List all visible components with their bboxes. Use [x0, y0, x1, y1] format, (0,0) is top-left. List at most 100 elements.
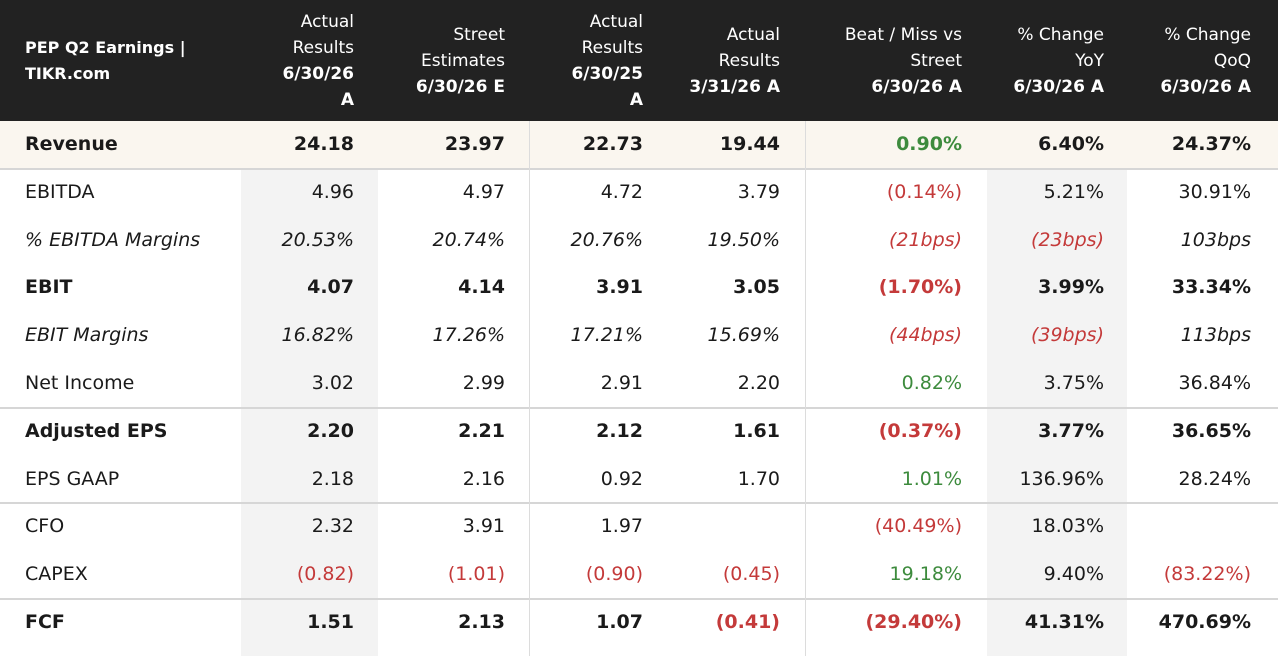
- table-cell: 5.21%: [1043, 180, 1104, 203]
- table-cell: 3.79: [737, 180, 780, 203]
- row-divider: [0, 502, 1278, 505]
- column-header: % Change QoQ 6/30/26 A: [1091, 0, 1251, 121]
- table-cell: (44bps): [888, 324, 962, 347]
- column-header-line: Actual: [726, 24, 780, 45]
- table-cell: (83.22%): [1163, 563, 1251, 586]
- table-header: PEP Q2 Earnings | TIKR.com Actual Results…: [0, 0, 1278, 121]
- table-row: Adjusted EPS 2.20 2.21 2.12 1.61 (0.37%) 3.77%…: [0, 408, 1278, 455]
- column-header-line: YoY: [1075, 50, 1104, 71]
- table-cell: (40.49%): [874, 515, 962, 538]
- table-cell: 470.69%: [1158, 611, 1251, 633]
- table-cell: 30.91%: [1178, 180, 1251, 203]
- table-cell: 113bps: [1180, 324, 1251, 347]
- table-cell: 20.76%: [570, 228, 643, 251]
- column-header: Beat / Miss vs Street 6/30/26 A: [802, 0, 962, 121]
- table-cell: 3.91: [462, 515, 505, 538]
- column-header: Actual Results 6/30/25 A: [483, 0, 643, 121]
- table-cell: 1.07: [596, 611, 643, 633]
- table-cell: 2.20: [737, 372, 780, 394]
- row-label: EBIT Margins: [25, 324, 149, 347]
- table-row: EPS GAAP 2.18 2.16 0.92 1.70 1.01% 136.96% 28.2…: [0, 456, 1278, 503]
- column-header-line: Results: [581, 37, 643, 58]
- table-cell: 2.18: [311, 467, 354, 490]
- table-cell: 19.44: [719, 133, 780, 155]
- table-cell: (0.14%): [886, 180, 962, 203]
- table-cell: (1.70%): [878, 276, 962, 299]
- column-divider: [529, 121, 530, 656]
- row-label: CAPEX: [25, 563, 88, 586]
- row-label: EBITDA: [25, 180, 95, 203]
- column-header: % Change YoY 6/30/26 A: [944, 0, 1104, 121]
- table-row: Revenue 24.18 23.97 22.73 19.44 0.90% 6.40% 24.…: [0, 121, 1278, 168]
- row-label: % EBITDA Margins: [25, 228, 201, 251]
- table-cell: 19.50%: [707, 228, 780, 251]
- column-header-line: Results: [718, 50, 780, 71]
- row-label: Revenue: [25, 133, 118, 155]
- table-cell: 2.99: [462, 372, 505, 394]
- table-cell: 1.01%: [901, 467, 962, 490]
- table-title: PEP Q2 Earnings | TIKR.com: [25, 0, 225, 121]
- column-header-line: Results: [292, 37, 354, 58]
- column-header-line: % Change: [1164, 24, 1251, 45]
- table-row: % EBITDA Margins 20.53% 20.74% 20.76% 19.50%…: [0, 217, 1278, 264]
- table-cell: 3.99%: [1038, 276, 1104, 299]
- column-header: Actual Results 3/31/26 A: [620, 0, 780, 121]
- table-title-line: PEP Q2 Earnings |: [25, 37, 186, 57]
- column-header-line: QoQ: [1213, 50, 1251, 71]
- table-row: FCF 1.51 2.13 1.07 (0.41) (29.40%) 41.31% 470.6…: [0, 599, 1278, 646]
- table-cell: 4.97: [462, 180, 505, 203]
- column-header: Actual Results 6/30/26 A: [194, 0, 354, 121]
- column-header-line: 3/31/26 A: [689, 76, 780, 97]
- table-cell: 4.72: [600, 180, 643, 203]
- column-header-line: A: [629, 89, 643, 110]
- column-header-line: Actual: [300, 11, 354, 32]
- row-divider: [0, 598, 1278, 600]
- table-cell: 3.02: [311, 372, 354, 394]
- table-cell: (0.90): [585, 563, 643, 586]
- table-cell: 2.32: [311, 515, 354, 538]
- table-cell: 24.37%: [1171, 133, 1251, 155]
- table-cell: 0.92: [600, 467, 643, 490]
- table-cell: 36.65%: [1171, 419, 1251, 442]
- table-cell: (0.82): [296, 563, 354, 586]
- column-divider: [805, 121, 806, 656]
- row-label: EPS GAAP: [25, 467, 120, 490]
- table-cell: 2.16: [462, 467, 505, 490]
- column-header-line: 6/30/26 A: [1160, 76, 1251, 97]
- table-cell: (0.41): [715, 611, 780, 633]
- table-cell: (0.45): [722, 563, 780, 586]
- table-row: CAPEX (0.82) (1.01) (0.90) (0.45) 19.18% 9.40%…: [0, 551, 1278, 598]
- column-header-line: A: [340, 89, 354, 110]
- table-cell: 41.31%: [1024, 611, 1104, 633]
- table-cell: (39bps): [1030, 324, 1104, 347]
- table-cell: 103bps: [1180, 228, 1251, 251]
- row-divider: [0, 167, 1278, 170]
- table-cell: 1.70: [737, 467, 780, 490]
- table-cell: 18.03%: [1031, 515, 1104, 538]
- column-header-line: % Change: [1017, 24, 1104, 45]
- table-row: CFO 2.32 3.91 1.97 (40.49%) 18.03%: [0, 503, 1278, 550]
- column-header-line: Street: [910, 50, 962, 71]
- table-row: EBITDA 4.96 4.97 4.72 3.79 (0.14%) 5.21% 30.91%: [0, 169, 1278, 216]
- table-cell: 2.91: [600, 372, 643, 394]
- table-cell: (0.37%): [878, 419, 962, 442]
- table-cell: 22.73: [582, 133, 643, 155]
- table-cell: 24.18: [293, 133, 354, 155]
- column-header-line: 6/30/26 A: [1013, 76, 1104, 97]
- table-row: EBIT Margins 16.82% 17.26% 17.21% 15.69% (44b…: [0, 312, 1278, 359]
- shaded-column: [987, 121, 1127, 656]
- table-cell: 4.07: [307, 276, 354, 299]
- shaded-column: [241, 121, 378, 656]
- table-cell: (21bps): [888, 228, 962, 251]
- column-header-line: 6/30/26 E: [415, 76, 505, 97]
- row-label: Adjusted EPS: [25, 419, 168, 442]
- table-cell: 3.75%: [1043, 372, 1104, 394]
- table-cell: 0.82%: [901, 372, 962, 394]
- table-cell: 28.24%: [1178, 467, 1251, 490]
- table-cell: 0.90%: [896, 133, 962, 155]
- table-cell: [620, 503, 780, 550]
- table-cell: 2.12: [596, 419, 643, 442]
- row-label: FCF: [25, 611, 65, 633]
- row-label: EBIT: [25, 276, 73, 299]
